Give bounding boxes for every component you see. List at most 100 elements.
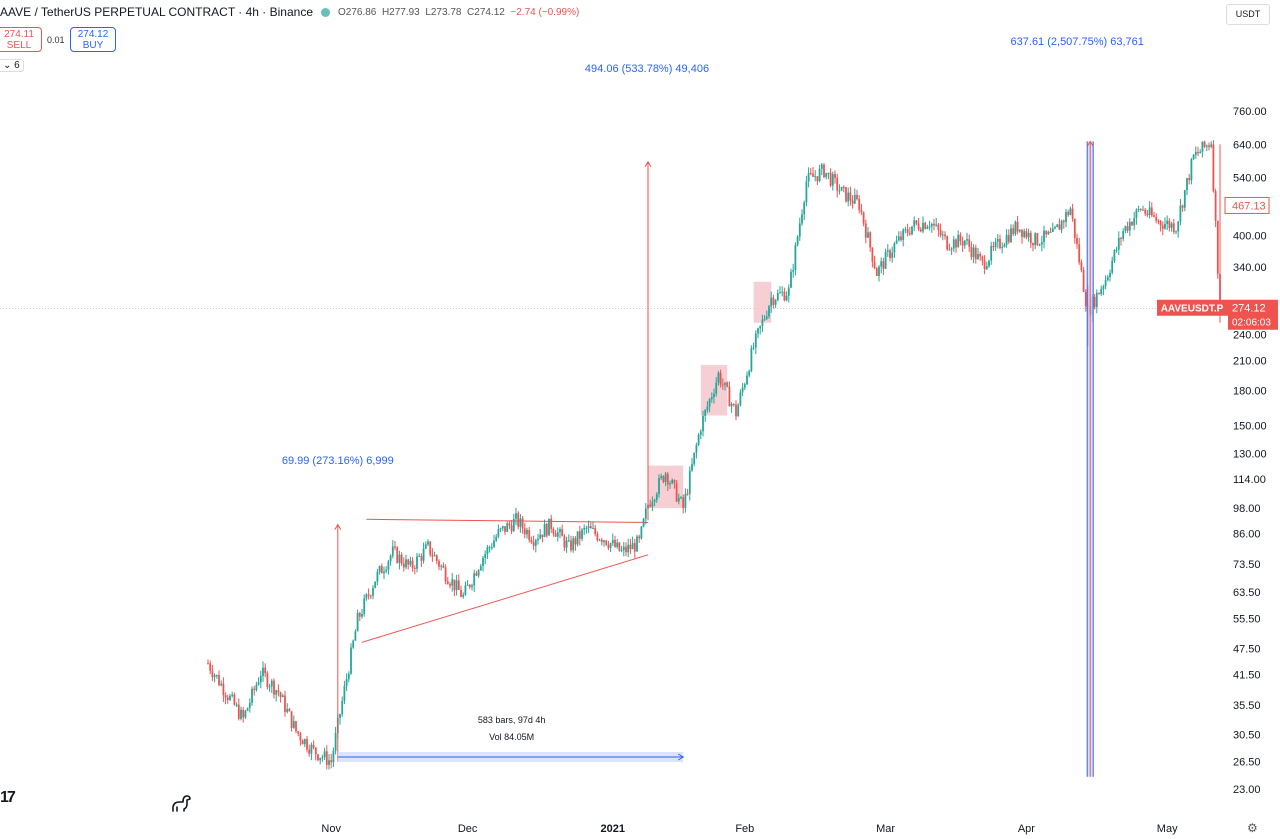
candle-body: [1065, 212, 1067, 223]
candle-body: [541, 534, 544, 538]
candle-body: [592, 527, 594, 529]
candle-body: [325, 751, 328, 765]
candle-body: [724, 382, 726, 385]
candle-body: [1175, 231, 1177, 233]
candle-body: [299, 733, 302, 741]
candle-body: [1054, 227, 1056, 229]
candle-body: [1029, 232, 1032, 243]
last-price-label: 274.12: [1232, 303, 1266, 315]
candle-body: [545, 523, 548, 536]
candle-body: [625, 546, 627, 553]
candle-body: [380, 566, 383, 574]
currency-selector[interactable]: USDT: [1226, 4, 1270, 25]
candle-body: [677, 497, 680, 502]
candle-body: [614, 539, 616, 547]
candle-body: [985, 266, 988, 270]
candle-body: [374, 581, 377, 588]
candle-body: [904, 229, 907, 231]
sell-button[interactable]: 274.11 SELL: [0, 27, 42, 52]
candle-body: [273, 680, 275, 695]
candle-body: [675, 482, 678, 502]
candle-body: [644, 508, 647, 519]
candle-body: [1003, 244, 1006, 247]
candle-body: [752, 347, 755, 349]
candle-body: [402, 563, 405, 568]
candle-body: [433, 555, 436, 557]
buy-label: BUY: [82, 40, 104, 51]
candle-body: [658, 478, 660, 495]
candle-body: [1157, 220, 1160, 222]
candle-body: [1067, 212, 1070, 215]
high-label: H277.93: [381, 6, 420, 18]
candle-body: [1084, 291, 1087, 307]
candle-body: [979, 253, 982, 257]
buy-button[interactable]: 274.12 BUY: [70, 27, 116, 52]
symbol-title[interactable]: AAVE / TetherUS PERPETUAL CONTRACT · 4h …: [0, 5, 313, 19]
candle-body: [596, 533, 599, 541]
candle-body: [486, 547, 489, 554]
candle-body: [1078, 244, 1081, 263]
candle-body: [589, 526, 592, 529]
candle-body: [994, 241, 997, 248]
candle-body: [860, 209, 863, 213]
candle-body: [488, 547, 491, 549]
dino-icon[interactable]: [170, 792, 192, 819]
candle-body: [319, 757, 322, 761]
candle-body: [317, 754, 319, 761]
candle-body: [629, 544, 632, 550]
candle-body: [618, 542, 621, 551]
candle-body: [801, 214, 803, 224]
price-axis-bg: [1222, 0, 1280, 839]
candle-body: [1073, 218, 1076, 238]
candle-body: [519, 518, 522, 527]
indicators-toggle[interactable]: ⌄ 6: [0, 59, 24, 72]
candle-body: [1170, 223, 1173, 228]
date-range-volume-label: Vol 84.05M: [489, 732, 534, 742]
candle-body: [275, 690, 278, 695]
candle-body: [1115, 249, 1118, 251]
candle-body: [270, 680, 273, 687]
price-tick-label: 47.50: [1233, 643, 1261, 655]
candle-body: [691, 464, 693, 471]
candle-body: [847, 192, 850, 202]
candle-body: [1199, 151, 1202, 154]
last-price-badge: [1228, 299, 1278, 330]
candle-body: [460, 589, 462, 597]
candle-body: [957, 234, 960, 248]
candle-body: [609, 543, 612, 548]
candle-body: [1040, 242, 1043, 245]
candle-body: [233, 694, 236, 705]
candle-body: [347, 673, 350, 680]
candle-body: [999, 238, 1001, 248]
candle-body: [1027, 232, 1030, 238]
candle-body: [211, 670, 214, 678]
price-tick-label: 180.00: [1233, 385, 1267, 397]
candle-body: [213, 675, 216, 678]
candle-body: [295, 721, 297, 732]
measure-label-2: 494.06 (533.78%) 49,406: [585, 63, 709, 75]
candle-body: [768, 306, 770, 317]
symbol-badge: [1157, 299, 1228, 316]
candle-body: [303, 739, 306, 745]
candle-body: [471, 585, 473, 587]
candle-body: [972, 247, 975, 257]
low-label: L273.78: [425, 6, 462, 18]
candle-body: [867, 232, 869, 238]
candle-body: [251, 688, 253, 703]
candle-body: [398, 554, 401, 563]
candle-body: [473, 573, 476, 586]
candle-body: [539, 534, 542, 539]
gear-icon[interactable]: ⚙: [1247, 821, 1258, 835]
open-label: O276.86: [338, 6, 377, 18]
price-tick-label: 30.50: [1233, 729, 1261, 741]
candle-body: [548, 518, 550, 536]
candle-body: [981, 256, 984, 261]
candle-body: [803, 202, 806, 215]
candle-body: [620, 550, 623, 552]
candle-body: [726, 382, 729, 387]
candle-body: [1082, 269, 1085, 292]
candle-body: [537, 538, 539, 541]
candle-body: [528, 529, 531, 540]
